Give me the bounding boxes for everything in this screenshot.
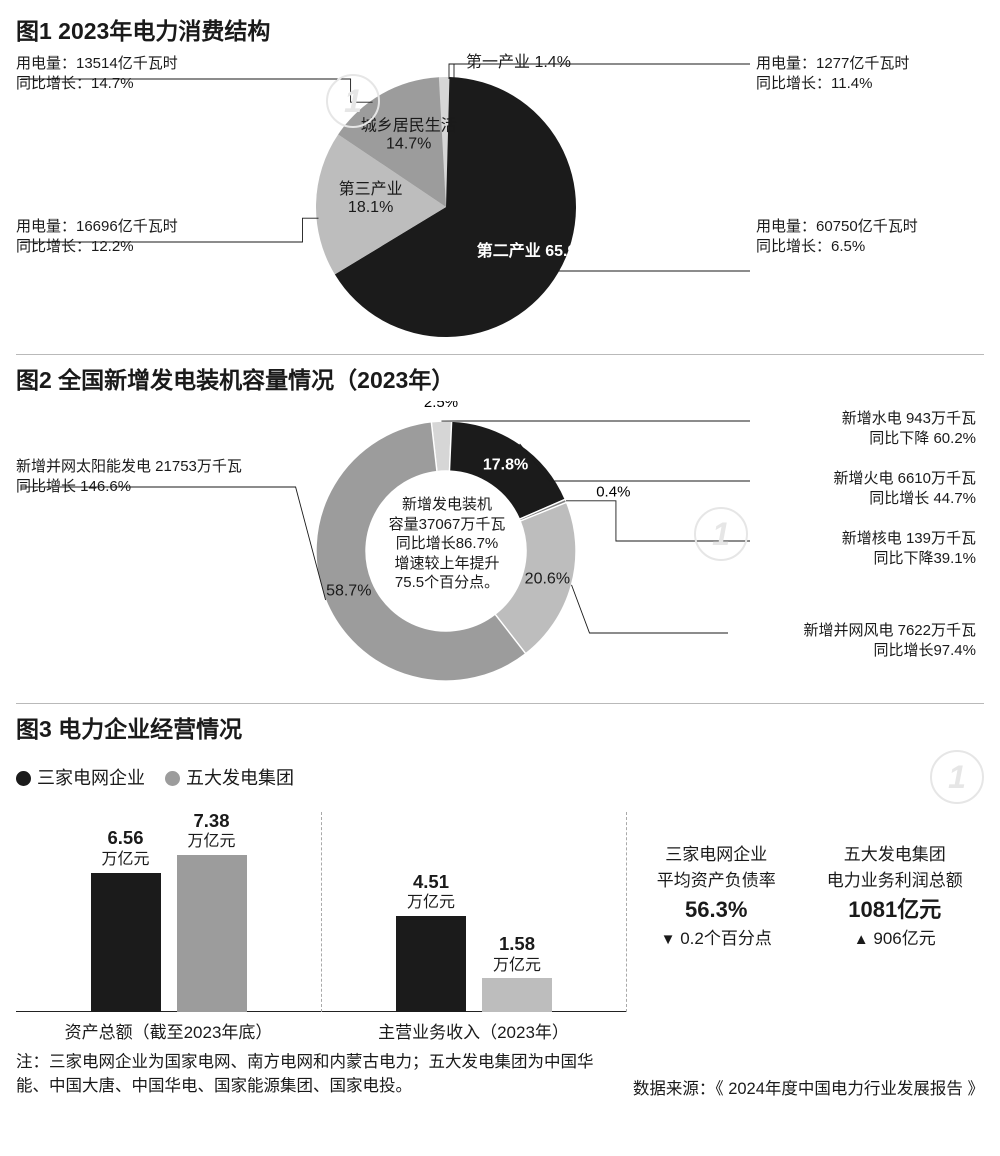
legend-a: 三家电网企业 (16, 764, 145, 790)
svg-text:18.1%: 18.1% (348, 199, 393, 216)
fig2-callout-nuclear: 新增核电 139万千瓦 同比下降39.1% (756, 529, 976, 570)
bar (396, 916, 466, 1012)
bar (91, 873, 161, 1012)
fig2-callout-wind: 新增并网风电 7622万千瓦 同比增长97.4% (734, 621, 976, 662)
fig2-callout-solar: 新增并网太阳能发电 21753万千瓦 同比增长 146.6% (16, 457, 242, 498)
up-arrow-icon: ▲ (854, 931, 869, 948)
bar-label: 7.38万亿元 (167, 811, 257, 851)
bar (482, 978, 552, 1012)
bar (177, 855, 247, 1012)
fig3-legend: 三家电网企业 五大发电集团 1 (16, 750, 984, 804)
fig2-title: 图2 全国新增发电装机容量情况（2023年） (16, 361, 984, 395)
svg-text:58.7%: 58.7% (326, 583, 371, 600)
svg-text:城乡居民生活: 城乡居民生活 (361, 116, 457, 134)
divider (16, 354, 984, 355)
fig1-chart: 1 第二产业 65.9%第三产业18.1%城乡居民生活14.7%第一产业 1.4… (16, 52, 984, 348)
watermark-icon: 1 (930, 750, 984, 804)
bar-label: 4.51万亿元 (386, 872, 476, 912)
fig3-stat-a: 三家电网企业 平均资产负债率 56.3% ▼ 0.2个百分点 (627, 812, 806, 1012)
bar-group-assets: 6.56万亿元7.38万亿元 (16, 812, 321, 1012)
fig3-source: 数据来源：《 2024年度中国电力行业发展报告 》 (633, 1075, 984, 1099)
down-arrow-icon: ▼ (661, 931, 676, 948)
bar-group-revenue: 4.51万亿元 1.58万亿元 (322, 812, 627, 1012)
axis (322, 1011, 627, 1012)
svg-text:20.6%: 20.6% (525, 570, 570, 587)
fig1-svg: 第二产业 65.9% 第三产业18.1% 城乡居民生活14.7% 第一产业 1.4% (16, 52, 984, 348)
svg-text:第二产业 65.9%: 第二产业 65.9% (477, 241, 591, 260)
fig1-callout-primary: 用电量：1277亿千瓦时 同比增长：11.4% (756, 54, 909, 95)
swatch-icon (165, 771, 180, 786)
fig2-center-text: 新增发电装机 容量37067万千瓦 同比增长86.7% 增速较上年提升 75.5… (370, 495, 524, 593)
svg-text:第三产业: 第三产业 (339, 180, 403, 198)
bar-label: 1.58万亿元 (472, 934, 562, 974)
fig2-callout-thermal: 新增火电 6610万千瓦 同比增长 44.7% (756, 469, 976, 510)
legend-b: 五大发电集团 (165, 764, 294, 790)
fig3-note: 注：三家电网企业为国家电网、南方电网和内蒙古电力；五大发电集团为中国华能、中国大… (16, 1051, 613, 1099)
fig3: 图3 电力企业经营情况 三家电网企业 五大发电集团 1 6.56万亿元7.38万… (16, 710, 984, 1099)
caption-assets: 资产总额（截至2023年底） (16, 1018, 321, 1043)
fig2-callout-hydro: 新增水电 943万千瓦 同比下降 60.2% (756, 409, 976, 450)
swatch-icon (16, 771, 31, 786)
fig2-chart: 1 17.8%20.6%58.7%2.5%0.4% 新增发电装机 容量37067… (16, 401, 984, 697)
fig1-callout-tertiary: 用电量：16696亿千瓦时 同比增长：12.2% (16, 217, 178, 258)
bar-label: 6.56万亿元 (81, 828, 171, 868)
fig3-captions: 资产总额（截至2023年底） 主营业务收入（2023年） (16, 1012, 984, 1043)
fig1-callout-secondary: 用电量：60750亿千瓦时 同比增长：6.5% (756, 217, 918, 258)
svg-text:2.5%: 2.5% (424, 401, 458, 411)
fig2: 图2 全国新增发电装机容量情况（2023年） 1 17.8%20.6%58.7%… (16, 361, 984, 697)
fig1-callout-residential: 用电量：13514亿千瓦时 同比增长：14.7% (16, 54, 178, 95)
caption-revenue: 主营业务收入（2023年） (321, 1018, 626, 1043)
fig3-title: 图3 电力企业经营情况 (16, 710, 984, 744)
svg-text:0.4%: 0.4% (596, 483, 630, 500)
divider (16, 703, 984, 704)
svg-text:17.8%: 17.8% (483, 457, 528, 474)
fig3-body: 6.56万亿元7.38万亿元 4.51万亿元 1.58万亿元 三家电网企业 平均资… (16, 812, 984, 1012)
svg-text:14.7%: 14.7% (386, 135, 431, 152)
fig1: 图1 2023年电力消费结构 1 第二产业 65.9%第三产业18.1%城乡居民… (16, 12, 984, 348)
fig1-title: 图1 2023年电力消费结构 (16, 12, 984, 46)
axis (16, 1011, 321, 1012)
fig3-bars: 6.56万亿元7.38万亿元 4.51万亿元 1.58万亿元 (16, 812, 626, 1012)
svg-text:第一产业 1.4%: 第一产业 1.4% (466, 53, 571, 71)
fig3-stat-b: 五大发电集团 电力业务利润总额 1081亿元 ▲ 906亿元 (806, 812, 985, 1012)
